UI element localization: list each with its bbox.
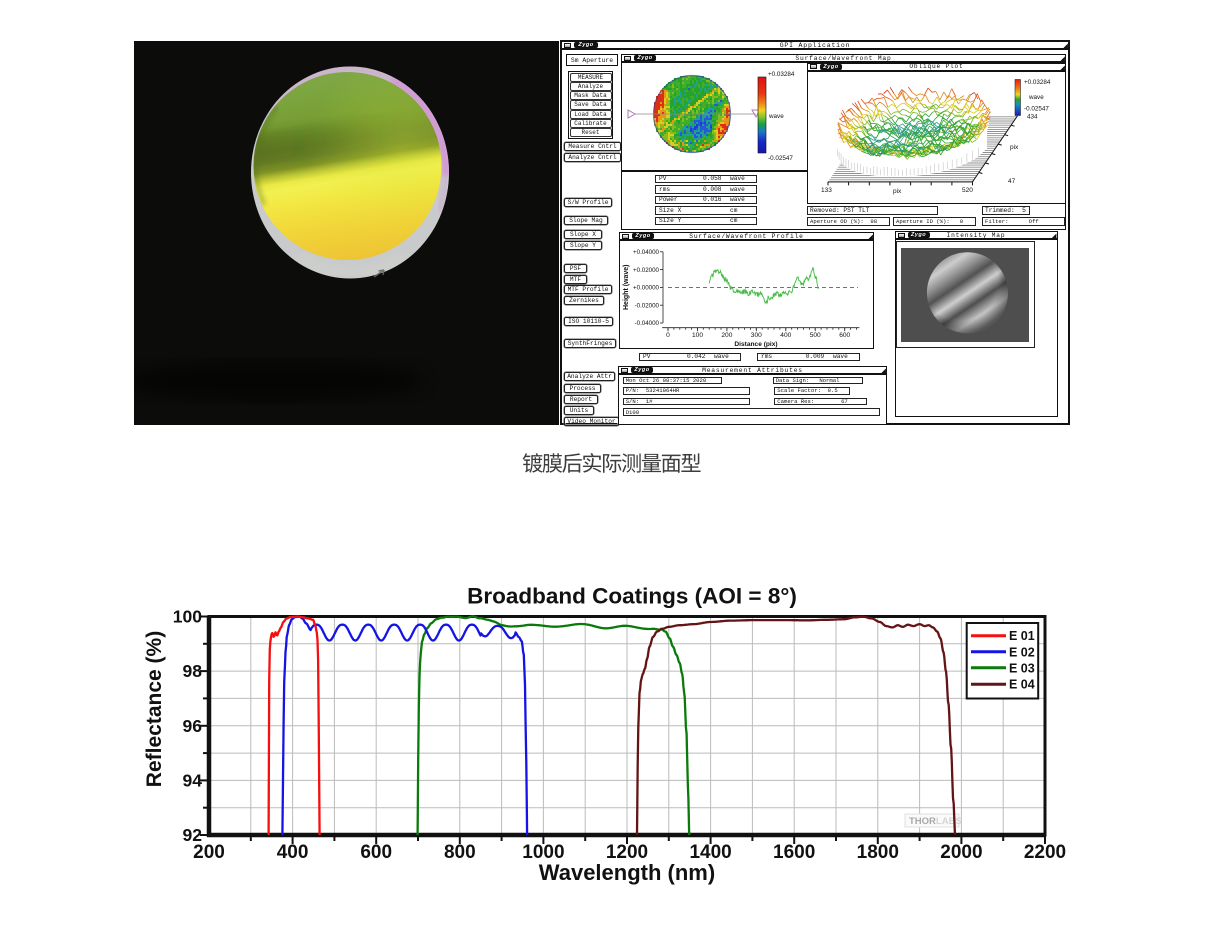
svg-text:1600: 1600 [773,842,815,863]
svg-text:+0.02000: +0.02000 [633,267,660,274]
svg-text:-0.04000: -0.04000 [635,320,660,327]
svg-text:+0.03284: +0.03284 [768,71,795,78]
svg-text:pix: pix [1010,144,1019,151]
svg-text:Wavelength (nm): Wavelength (nm) [539,860,715,885]
svg-text:300: 300 [751,332,762,339]
svg-text:-0.02547: -0.02547 [1024,106,1049,113]
svg-text:500: 500 [810,332,821,339]
svg-text:wave: wave [768,113,784,120]
svg-text:1800: 1800 [857,842,899,863]
svg-text:96: 96 [183,716,203,736]
svg-text:E 01: E 01 [1009,629,1035,643]
svg-text:520: 520 [962,187,973,194]
svg-text:E 03: E 03 [1009,661,1035,675]
svg-text:133: 133 [821,187,832,194]
svg-text:800: 800 [444,842,476,863]
svg-text:94: 94 [183,770,203,790]
svg-text:600: 600 [839,332,850,339]
svg-text:Reflectance (%): Reflectance (%) [143,631,166,787]
svg-text:600: 600 [360,842,392,863]
svg-text:200: 200 [193,842,225,863]
svg-text:92: 92 [183,825,203,845]
svg-text:0: 0 [666,332,670,339]
svg-text:100: 100 [692,332,703,339]
svg-text:47: 47 [1008,178,1016,185]
svg-text:pix: pix [893,188,902,195]
svg-text:+0.04000: +0.04000 [633,249,660,256]
svg-text:2200: 2200 [1024,842,1066,863]
svg-text:400: 400 [780,332,791,339]
svg-text:-0.02000: -0.02000 [635,302,660,309]
svg-text:+0.03284: +0.03284 [1024,79,1051,86]
svg-text:98: 98 [183,661,203,681]
svg-text:1200: 1200 [606,842,648,863]
svg-text:-0.02547: -0.02547 [768,155,793,162]
svg-text:THORLABS: THORLABS [909,816,962,827]
svg-text:Height (wave): Height (wave) [623,264,630,310]
svg-text:2000: 2000 [940,842,982,863]
svg-text:+0.00000: +0.00000 [633,285,660,292]
svg-text:434: 434 [1027,114,1038,121]
svg-text:E 02: E 02 [1009,645,1035,659]
svg-text:400: 400 [277,842,309,863]
svg-text:100: 100 [173,607,202,627]
svg-text:wave: wave [1028,94,1044,101]
svg-text:E 04: E 04 [1009,678,1035,692]
svg-text:Distance (pix): Distance (pix) [734,341,777,348]
svg-text:200: 200 [721,332,732,339]
svg-text:Broadband Coatings (AOI = 8°): Broadband Coatings (AOI = 8°) [467,584,797,609]
svg-text:1400: 1400 [689,842,731,863]
svg-text:1000: 1000 [522,842,564,863]
